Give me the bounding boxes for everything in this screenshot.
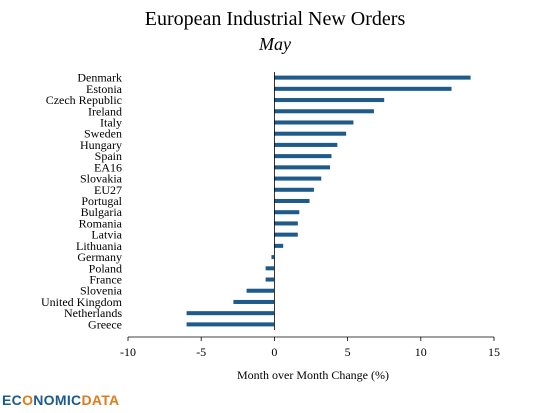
category-label: Hungary (80, 138, 122, 152)
bar (265, 277, 275, 282)
category-label: Slovakia (80, 172, 123, 186)
category-label: EA16 (94, 160, 122, 174)
category-label: Netherlands (64, 306, 122, 320)
bar (274, 131, 347, 136)
bar (186, 311, 275, 316)
bar (274, 154, 332, 159)
category-label: Estonia (86, 82, 123, 96)
bar (274, 142, 338, 147)
category-label: Sweden (84, 127, 122, 141)
bar (274, 210, 300, 215)
category-label: Italy (100, 115, 122, 129)
x-tick-label: 0 (271, 345, 277, 359)
category-label: EU27 (94, 183, 122, 197)
category-label: Greece (88, 317, 122, 331)
category-label: Spain (95, 149, 122, 163)
bar (274, 187, 314, 192)
bar (274, 75, 471, 80)
category-label: Lithuania (76, 239, 123, 253)
bar (274, 120, 354, 125)
x-tick-label: 5 (345, 345, 351, 359)
bar (274, 86, 452, 91)
chart-title: European Industrial New Orders (144, 8, 406, 30)
category-label: United Kingdom (41, 295, 123, 309)
category-label: Czech Republic (46, 93, 122, 107)
category-label: Slovenia (80, 284, 123, 298)
x-tick-label: 10 (415, 345, 427, 359)
x-tick-label: 15 (488, 345, 500, 359)
bar (186, 322, 275, 327)
bar (274, 198, 310, 204)
category-label: France (89, 273, 122, 287)
category-label: Romania (79, 216, 123, 230)
category-label: Denmark (77, 71, 122, 85)
bar (274, 165, 331, 170)
x-axis-label: Month over Month Change (%) (237, 368, 389, 382)
bar (265, 266, 275, 271)
chart-subtitle: May (259, 34, 291, 54)
x-tick-label: -5 (196, 345, 206, 359)
bar (246, 288, 275, 293)
category-label: Latvia (91, 228, 122, 242)
category-label: Portugal (81, 194, 122, 208)
x-tick-label: -10 (120, 345, 136, 359)
category-label: Germany (77, 250, 122, 264)
bar (274, 232, 298, 237)
economicdata-logo: ECONOMICDATA (2, 392, 120, 408)
bar (274, 176, 322, 181)
bar (274, 98, 385, 103)
category-label: Bulgaria (81, 205, 123, 219)
category-label: Poland (89, 261, 122, 275)
bar (274, 109, 374, 114)
bar (271, 255, 275, 260)
bar (274, 221, 298, 226)
category-label: Ireland (88, 104, 122, 118)
bar (274, 243, 284, 248)
bar (233, 299, 275, 304)
